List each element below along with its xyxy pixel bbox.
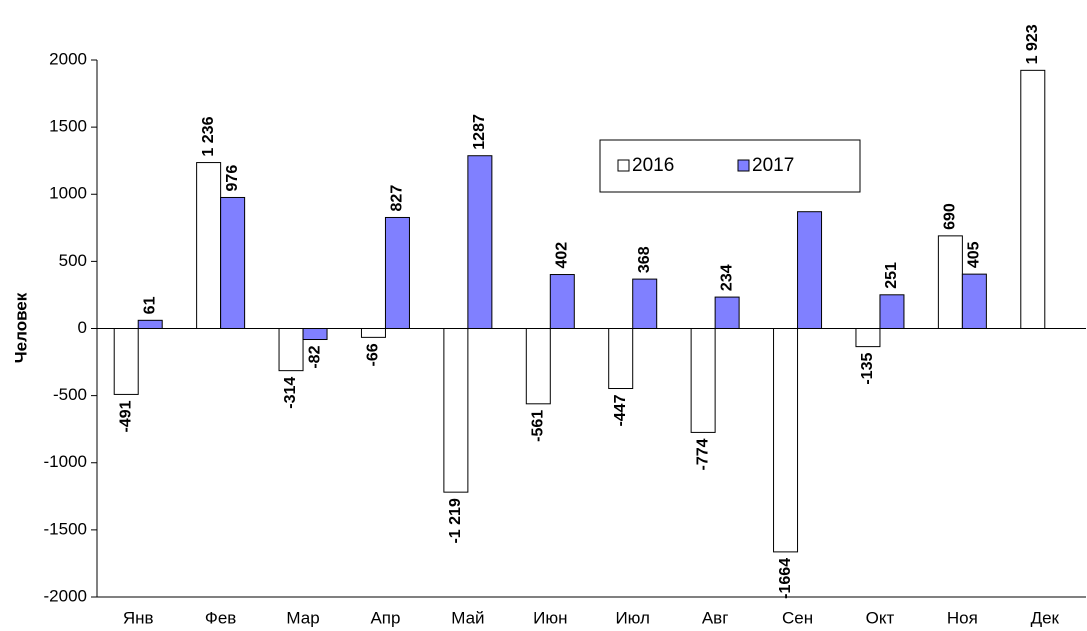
x-tick-label: Июн xyxy=(533,608,567,627)
bar xyxy=(773,328,799,553)
y-tick-label: -2000 xyxy=(44,586,87,605)
bar xyxy=(937,235,963,329)
legend-swatch xyxy=(617,159,630,172)
x-tick-label: Мар xyxy=(286,608,319,627)
y-tick-label: 500 xyxy=(59,251,87,270)
x-tick-label: Июл xyxy=(615,608,650,627)
bar xyxy=(714,296,740,330)
bar xyxy=(632,278,658,330)
value-label: 1 236 xyxy=(200,116,217,156)
x-tick-label: Янв xyxy=(123,608,154,627)
bar xyxy=(525,328,551,405)
value-label: -135 xyxy=(859,353,876,385)
y-tick-label: -1500 xyxy=(44,519,87,538)
legend-swatch xyxy=(737,159,750,172)
value-label: 827 xyxy=(389,185,406,212)
value-label: 405 xyxy=(966,241,983,268)
bar xyxy=(113,328,139,395)
bar xyxy=(467,155,493,329)
legend-box xyxy=(599,139,861,193)
bar xyxy=(196,162,222,329)
value-label: 402 xyxy=(554,242,571,269)
x-tick-label: Май xyxy=(451,608,484,627)
x-tick-label: Авг xyxy=(702,608,729,627)
x-tick-label: Апр xyxy=(370,608,400,627)
y-tick-label: 1000 xyxy=(49,184,87,203)
bar xyxy=(549,274,575,329)
bar xyxy=(278,328,304,372)
value-label: -1 219 xyxy=(447,498,464,543)
y-tick-label: -500 xyxy=(53,385,87,404)
bar xyxy=(961,273,987,330)
y-tick-label: -1000 xyxy=(44,452,87,471)
bar xyxy=(443,328,469,493)
bar xyxy=(137,319,163,330)
bar xyxy=(797,211,823,329)
y-tick-label: 0 xyxy=(78,318,87,337)
value-label: 234 xyxy=(718,264,735,291)
value-label: 1287 xyxy=(471,114,488,150)
value-label: -561 xyxy=(530,410,547,442)
value-label: 368 xyxy=(636,246,653,273)
bar xyxy=(608,328,634,390)
bar xyxy=(384,216,410,329)
value-label: 251 xyxy=(883,262,900,289)
value-label: -774 xyxy=(694,438,711,470)
x-tick-label: Ноя xyxy=(947,608,978,627)
bar xyxy=(302,328,328,341)
value-label: 61 xyxy=(141,296,158,314)
x-tick-label: Сен xyxy=(782,608,813,627)
value-label: -447 xyxy=(612,394,629,426)
legend-label: 2017 xyxy=(752,155,794,176)
value-label: -82 xyxy=(306,345,323,368)
bar xyxy=(220,196,246,329)
value-label: -314 xyxy=(282,377,299,409)
x-tick-label: Фев xyxy=(205,608,236,627)
bar xyxy=(855,328,881,348)
value-label: -1664 xyxy=(777,558,794,599)
value-label: 690 xyxy=(942,203,959,230)
y-tick-label: 1500 xyxy=(49,117,87,136)
bar xyxy=(690,328,716,433)
value-label: 1 923 xyxy=(1024,24,1041,64)
y-tick-label: 2000 xyxy=(49,49,87,68)
legend-label: 2016 xyxy=(632,155,674,176)
bar xyxy=(1020,69,1046,329)
value-label: -66 xyxy=(365,343,382,366)
bar xyxy=(879,294,905,330)
value-label: 976 xyxy=(224,165,241,192)
value-label: -491 xyxy=(117,400,134,432)
x-tick-label: Дек xyxy=(1031,608,1060,627)
y-axis-label: Человек xyxy=(11,292,30,363)
x-tick-label: Окт xyxy=(866,608,895,627)
bar xyxy=(360,328,386,338)
